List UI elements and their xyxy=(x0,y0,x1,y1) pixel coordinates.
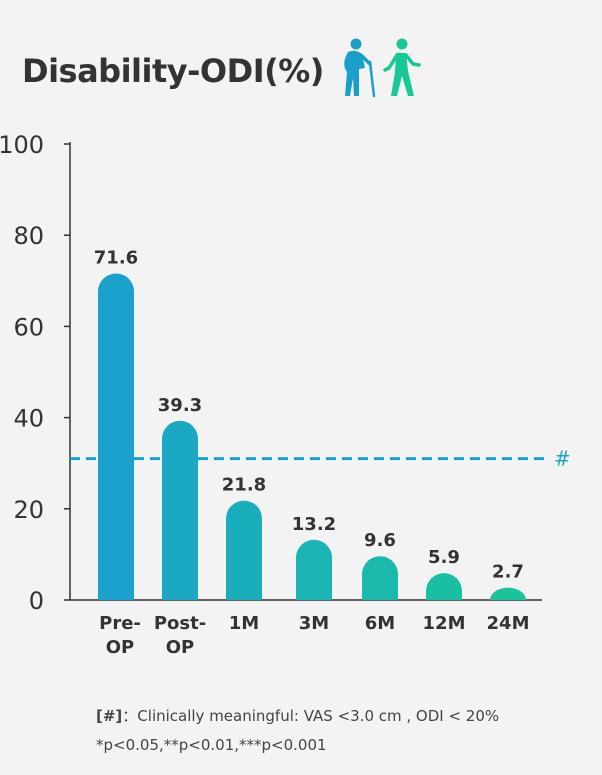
data-label: 2.7 xyxy=(492,562,524,583)
x-tick-label: OP xyxy=(106,637,135,658)
footnote-separator: ： xyxy=(122,707,138,725)
elderly-walking-icon xyxy=(344,38,421,98)
footnote-tag: [#] xyxy=(96,707,123,725)
x-tick-label: 1M xyxy=(229,613,259,634)
x-tick-label: 3M xyxy=(299,613,329,634)
data-label: 71.6 xyxy=(94,248,138,269)
chart-title: Disability-ODI(%) xyxy=(22,52,324,90)
footnote-significance: *p<0.05,**p<0.01,***p<0.001 xyxy=(96,736,327,754)
bar-4 xyxy=(362,556,398,600)
reference-line-label: # xyxy=(554,447,571,471)
footnote-clinical-text: Clinically meaningful: VAS <3.0 cm , ODI… xyxy=(137,707,500,725)
y-tick-label: 100 xyxy=(0,131,44,159)
y-tick-label: 60 xyxy=(13,313,44,341)
data-label: 39.3 xyxy=(158,395,202,416)
bar-1 xyxy=(162,420,198,600)
y-tick-label: 20 xyxy=(13,496,44,524)
footnote-clinical: [#]：Clinically meaningful: VAS <3.0 cm ,… xyxy=(96,705,499,726)
y-tick-label: 80 xyxy=(13,222,44,250)
x-tick-label: Post- xyxy=(154,613,206,634)
x-tick-label: 12M xyxy=(423,613,466,634)
x-tick-label: Pre- xyxy=(99,613,141,634)
data-label: 21.8 xyxy=(222,475,266,496)
data-label: 5.9 xyxy=(428,547,460,568)
bar-0 xyxy=(98,273,134,600)
x-tick-label: OP xyxy=(166,637,195,658)
odi-bar-chart: 0 20 40 60 80 100 #71.6 Pre- OP 39.3 Post- OP 21.8 1M… xyxy=(0,131,571,658)
data-label: 9.6 xyxy=(364,530,396,551)
y-tick-label: 40 xyxy=(13,405,44,433)
bar-3 xyxy=(296,539,332,600)
y-tick-label: 0 xyxy=(29,587,44,615)
bar-5 xyxy=(426,573,462,600)
bar-6 xyxy=(490,587,526,600)
x-tick-label: 6M xyxy=(365,613,395,634)
bar-2 xyxy=(226,500,262,600)
x-tick-label: 24M xyxy=(487,613,530,634)
data-label: 13.2 xyxy=(292,514,336,535)
